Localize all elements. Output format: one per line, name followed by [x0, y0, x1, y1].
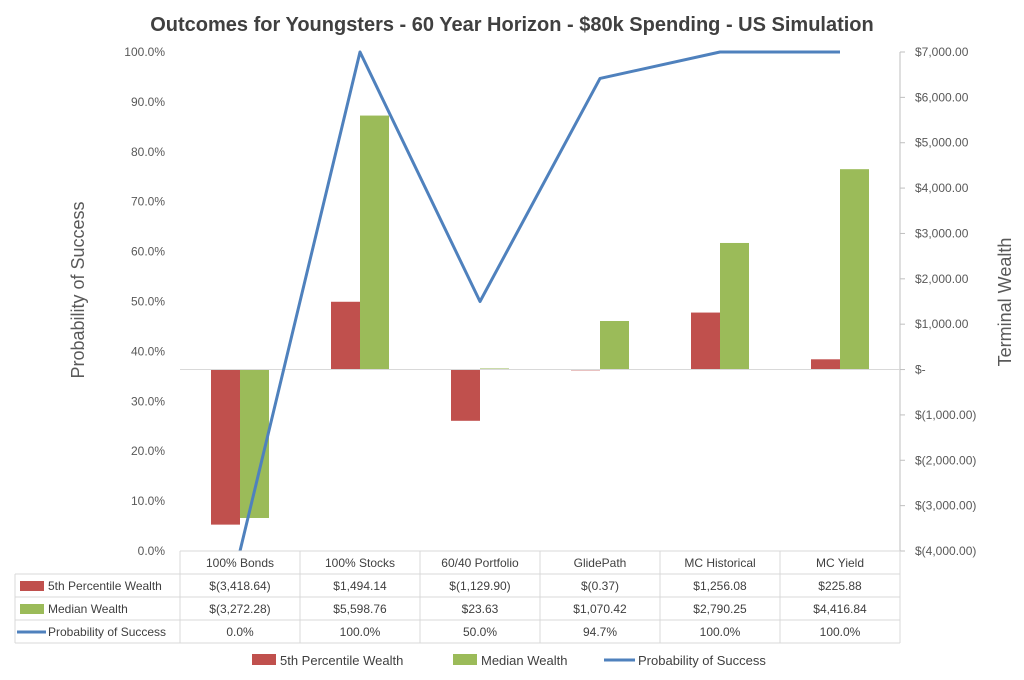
- left-tick-label: 10.0%: [131, 494, 165, 508]
- right-tick-label: $-: [915, 363, 926, 377]
- left-axis-title: Probability of Success: [68, 201, 88, 378]
- table-cell: 100.0%: [340, 625, 381, 639]
- right-tick-label: $2,000.00: [915, 272, 969, 286]
- table-cell: 100.0%: [700, 625, 741, 639]
- legend-label: Probability of Success: [638, 653, 766, 668]
- table-cell: $5,598.76: [333, 602, 387, 616]
- table-cell: $23.63: [462, 602, 499, 616]
- table-cell: 94.7%: [583, 625, 617, 639]
- bar-5th-percentile-wealth-5: [811, 359, 840, 370]
- bar-median-wealth-2: [480, 368, 509, 370]
- right-axis-title: Terminal Wealth: [995, 238, 1015, 367]
- bar-median-wealth-5: [840, 169, 869, 370]
- bar-5th-percentile-wealth-2: [451, 369, 480, 421]
- category-label: GlidePath: [574, 556, 627, 570]
- table-cell: $(3,272.28): [209, 602, 270, 616]
- right-tick-label: $4,000.00: [915, 181, 969, 195]
- category-label: MC Historical: [684, 556, 755, 570]
- left-tick-label: 80.0%: [131, 145, 165, 159]
- bar-median-wealth-1: [360, 115, 389, 370]
- right-tick-label: $1,000.00: [915, 317, 969, 331]
- left-tick-label: 40.0%: [131, 344, 165, 358]
- table-cell: $225.88: [818, 579, 862, 593]
- left-tick-label: 50.0%: [131, 295, 165, 309]
- legend-label: Median Wealth: [481, 653, 567, 668]
- line-series: [238, 50, 841, 552]
- right-tick-label: $7,000.00: [915, 45, 969, 59]
- table-series-name: 5th Percentile Wealth: [48, 579, 162, 593]
- right-axis-ticks: $(4,000.00) $(3,000.00) $(2,000.00) $(1,000…: [900, 45, 976, 558]
- table-cell: $(3,418.64): [209, 579, 270, 593]
- table-series-name: Median Wealth: [48, 602, 128, 616]
- table-cell: $(0.37): [581, 579, 619, 593]
- legend-key: [252, 654, 276, 665]
- table-cell: $2,790.25: [693, 602, 747, 616]
- category-label: 100% Bonds: [206, 556, 274, 570]
- legend: 5th Percentile Wealth Median Wealth Probab…: [252, 653, 766, 668]
- chart-title: Outcomes for Youngsters - 60 Year Horizo…: [150, 14, 874, 36]
- table-cell: $1,070.42: [573, 602, 627, 616]
- data-table: 100% Bonds 100% Stocks 60/40 Portfolio Glid…: [14, 550, 901, 644]
- table-cell: 0.0%: [226, 625, 254, 639]
- table-cell: $1,256.08: [693, 579, 747, 593]
- right-tick-label: $(4,000.00): [915, 544, 976, 558]
- left-tick-label: 30.0%: [131, 394, 165, 408]
- table-series-name: Probability of Success: [48, 625, 166, 639]
- table-cell: $(1,129.90): [449, 579, 510, 593]
- legend-key: [453, 654, 477, 665]
- right-tick-label: $(1,000.00): [915, 408, 976, 422]
- right-tick-label: $5,000.00: [915, 136, 969, 150]
- right-tick-label: $6,000.00: [915, 90, 969, 104]
- legend-label: 5th Percentile Wealth: [280, 653, 403, 668]
- right-tick-label: $3,000.00: [915, 226, 969, 240]
- bar-5th-percentile-wealth-4: [691, 312, 720, 370]
- category-label: 60/40 Portfolio: [441, 556, 519, 570]
- bar-5th-percentile-wealth-0: [211, 369, 240, 525]
- left-tick-label: 70.0%: [131, 195, 165, 209]
- left-tick-label: 90.0%: [131, 95, 165, 109]
- category-label: MC Yield: [816, 556, 864, 570]
- table-legend-key: [20, 581, 44, 591]
- left-tick-label: 20.0%: [131, 444, 165, 458]
- right-tick-label: $(3,000.00): [915, 499, 976, 513]
- table-cell: $4,416.84: [813, 602, 867, 616]
- bars: [211, 115, 869, 525]
- left-tick-label: 60.0%: [131, 245, 165, 259]
- table-legend-key: [20, 604, 44, 614]
- left-tick-label: 0.0%: [138, 544, 166, 558]
- bar-median-wealth-3: [600, 320, 629, 370]
- bar-median-wealth-4: [720, 242, 749, 370]
- bar-5th-percentile-wealth-1: [331, 301, 360, 370]
- left-tick-label: 100.0%: [124, 45, 165, 59]
- right-tick-label: $(2,000.00): [915, 453, 976, 467]
- left-axis-ticks: 0.0% 10.0% 20.0% 30.0% 40.0% 50.0% 60.0% 70.0% 8…: [124, 45, 165, 558]
- table-cell: 100.0%: [820, 625, 861, 639]
- table-cell: 50.0%: [463, 625, 497, 639]
- line-probability-of-success: [238, 50, 840, 552]
- category-label: 100% Stocks: [325, 556, 395, 570]
- table-cell: $1,494.14: [333, 579, 387, 593]
